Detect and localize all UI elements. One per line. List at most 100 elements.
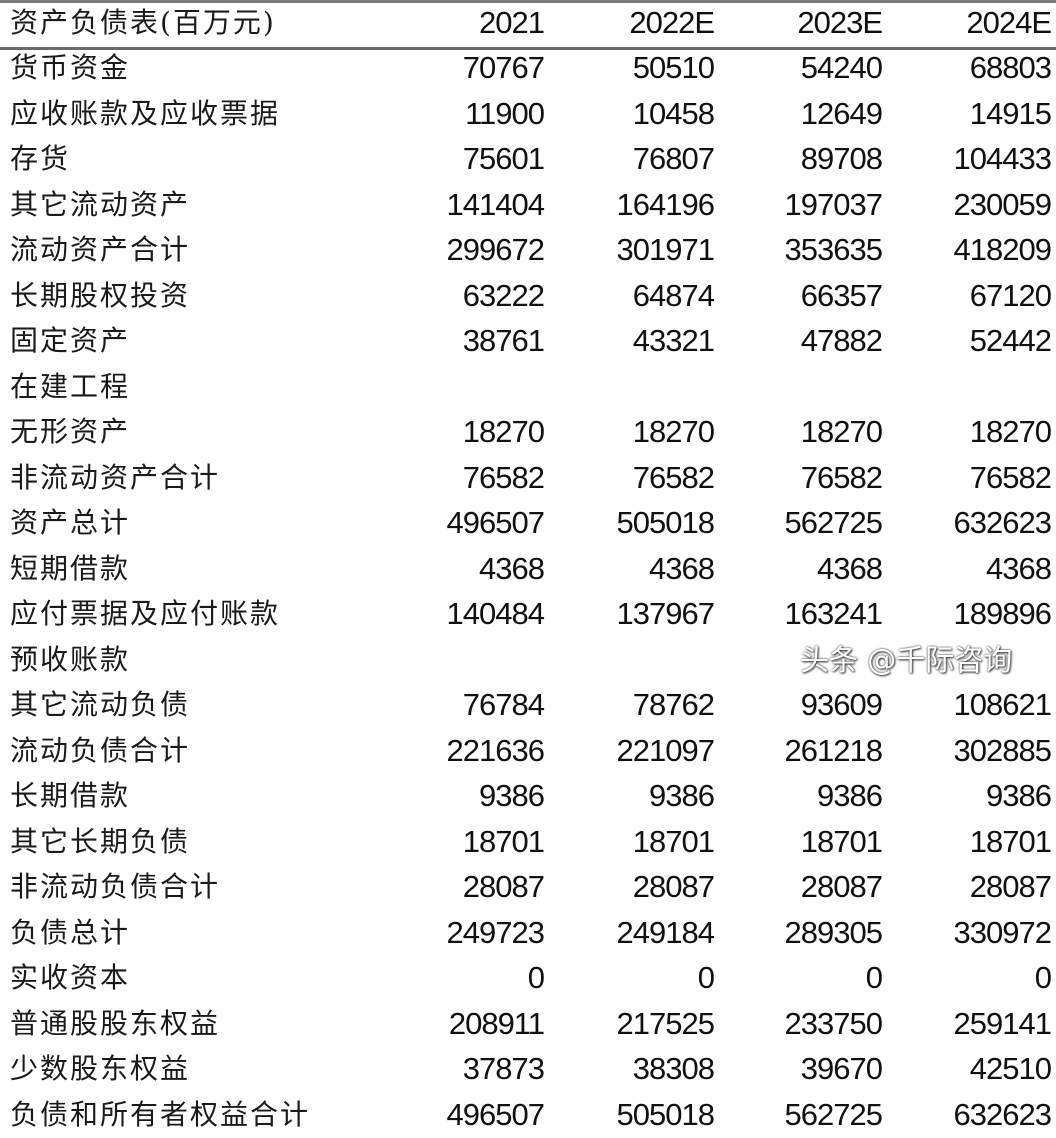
value-cell: 4368 (817, 550, 883, 586)
year-header: 2022E (629, 5, 715, 40)
value-cell: 78762 (632, 687, 715, 722)
row-label: 无形资产 (10, 415, 131, 448)
value-cell: 330972 (953, 914, 1052, 950)
value-cell: 12649 (800, 95, 883, 131)
row-label: 固定资产 (10, 324, 131, 357)
value-cell: 66357 (800, 277, 883, 313)
value-cell: 76582 (800, 459, 883, 495)
value-cell: 38308 (632, 1051, 715, 1086)
value-cell: 189896 (953, 596, 1052, 631)
value-cell: 259141 (953, 1005, 1052, 1041)
value-cell: 9386 (817, 778, 883, 813)
row-label: 其它长期负债 (10, 824, 191, 858)
table-row: 预收账款 (0, 637, 1056, 683)
value-cell: 249184 (616, 914, 715, 950)
value-cell: 68803 (969, 50, 1052, 85)
year-header: 2021 (479, 5, 545, 40)
value-cell: 0 (865, 960, 883, 995)
value-cell: 302885 (953, 732, 1052, 768)
value-cell: 141404 (446, 186, 545, 222)
value-cell (554, 637, 714, 683)
table-row: 应收账款及应收票据 11900 10458 12649 14915 (0, 91, 1056, 137)
table-row: 普通股股东权益 208911 217525 233750 259141 (0, 1001, 1056, 1047)
table-row: 固定资产 38761 43321 47882 52442 (0, 318, 1056, 364)
table-row: 负债总计 249723 249184 289305 330972 (0, 910, 1056, 956)
value-cell: 221097 (616, 732, 715, 768)
value-cell: 221636 (446, 732, 545, 768)
value-cell: 54240 (800, 50, 883, 85)
value-cell (722, 364, 882, 410)
value-cell: 76582 (969, 459, 1052, 495)
value-cell: 217525 (616, 1005, 715, 1041)
value-cell: 261218 (784, 732, 883, 768)
row-label: 长期股权投资 (10, 278, 191, 312)
value-cell: 301971 (616, 232, 715, 267)
value-cell: 28087 (462, 869, 545, 904)
value-cell: 64874 (632, 277, 715, 313)
value-cell: 632623 (953, 1096, 1052, 1132)
value-cell: 18270 (462, 414, 545, 449)
value-cell: 562725 (784, 1096, 883, 1132)
table-row: 货币资金 70767 50510 54240 68803 (0, 45, 1056, 91)
row-label: 流动资产合计 (10, 233, 191, 266)
row-label: 非流动资产合计 (10, 460, 221, 494)
table-row: 无形资产 18270 18270 18270 18270 (0, 409, 1056, 455)
value-cell: 164196 (616, 186, 715, 222)
table-row: 存货 75601 76807 89708 104433 (0, 136, 1056, 182)
year-header: 2023E (797, 5, 883, 40)
value-cell: 10458 (632, 95, 715, 131)
value-cell: 163241 (784, 596, 883, 631)
value-cell: 0 (1034, 960, 1052, 995)
value-cell: 4368 (479, 550, 545, 586)
table-row: 其它流动资产 141404 164196 197037 230059 (0, 182, 1056, 228)
value-cell: 197037 (784, 186, 883, 222)
row-label: 在建工程 (10, 369, 131, 403)
value-cell: 562725 (784, 505, 883, 540)
value-cell: 632623 (953, 505, 1052, 540)
value-cell: 14915 (969, 95, 1052, 131)
value-cell: 28087 (632, 869, 715, 904)
table-top-border (0, 0, 1056, 3)
table-row: 长期股权投资 63222 64874 66357 67120 (0, 273, 1056, 319)
value-cell: 11900 (465, 95, 545, 131)
value-cell: 47882 (800, 323, 883, 358)
value-cell: 4368 (986, 550, 1052, 586)
value-cell: 76582 (462, 459, 545, 495)
value-cell: 18270 (800, 414, 883, 449)
value-cell: 18701 (969, 823, 1052, 859)
row-label: 应收账款及应收票据 (10, 96, 281, 130)
table-row: 非流动负债合计 28087 28087 28087 28087 (0, 864, 1056, 910)
row-label: 非流动负债合计 (10, 870, 221, 903)
value-cell (384, 637, 544, 683)
value-cell: 140484 (446, 596, 545, 631)
value-cell: 230059 (953, 186, 1052, 222)
row-label: 长期借款 (10, 779, 131, 812)
table-row: 其它流动负债 76784 78762 93609 108621 (0, 682, 1056, 728)
value-cell: 505018 (616, 1096, 715, 1132)
value-cell: 38761 (462, 323, 545, 358)
watermark: 头条 @千际咨询 (800, 643, 1013, 677)
value-cell: 76784 (462, 687, 545, 722)
value-cell: 4368 (649, 550, 715, 586)
value-cell: 43321 (632, 323, 715, 358)
year-header: 2024E (966, 5, 1052, 40)
value-cell: 93609 (800, 687, 883, 722)
value-cell: 42510 (969, 1051, 1052, 1086)
table-header-row: 资产负债表(百万元) 2021 2022E 2023E 2024E (0, 0, 1056, 46)
value-cell: 63222 (462, 277, 545, 313)
value-cell: 37873 (462, 1051, 545, 1086)
table-row: 其它长期负债 18701 18701 18701 18701 (0, 819, 1056, 865)
row-label: 应付票据及应付账款 (10, 597, 281, 630)
row-label: 预收账款 (10, 642, 131, 676)
row-label: 资产总计 (10, 506, 131, 539)
row-label: 普通股股东权益 (10, 1006, 221, 1040)
table-row: 负债和所有者权益合计 496507 505018 562725 632623 (0, 1092, 1056, 1138)
value-cell: 137967 (616, 596, 715, 631)
value-cell: 289305 (784, 914, 883, 950)
value-cell: 496507 (446, 505, 545, 540)
row-label: 流动负债合计 (10, 733, 191, 767)
value-cell: 89708 (800, 141, 883, 176)
table-row: 应付票据及应付账款 140484 137967 163241 189896 (0, 591, 1056, 637)
table-row: 流动负债合计 221636 221097 261218 302885 (0, 728, 1056, 774)
table-row: 流动资产合计 299672 301971 353635 418209 (0, 227, 1056, 273)
